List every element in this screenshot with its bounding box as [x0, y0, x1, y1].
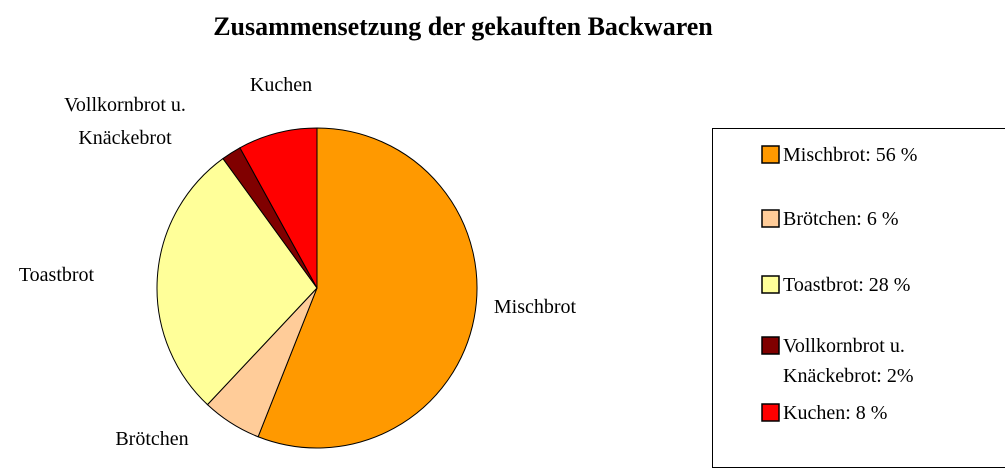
chart-title: Zusammensetzung der gekauften Backwaren	[213, 12, 713, 41]
legend-swatch	[761, 209, 780, 228]
pie-slice	[257, 127, 478, 449]
legend-label: Toastbrot: 28 %	[783, 274, 911, 296]
legend-label: Brötchen: 6 %	[783, 208, 899, 230]
legend-label: Mischbrot: 56 %	[783, 144, 918, 166]
legend-swatch	[761, 145, 780, 164]
legend-label: Kuchen: 8 %	[783, 402, 888, 424]
slice-label: Brötchen	[115, 428, 189, 450]
slice-label: Vollkornbrot u. Knäckebrot	[64, 94, 186, 149]
pie-slice	[156, 157, 318, 406]
legend-swatch	[761, 275, 780, 294]
slice-label: Mischbrot	[493, 296, 577, 318]
pie-slice	[239, 127, 318, 289]
slice-label: Toastbrot	[18, 264, 95, 286]
pie	[156, 127, 780, 449]
slice-label: Kuchen	[249, 74, 313, 96]
legend-label: Vollkornbrot u. Knäckebrot: 2%	[783, 335, 914, 387]
legend-swatch	[761, 336, 780, 355]
legend-swatch	[761, 403, 780, 422]
chart: Zusammensetzung der gekauften Backwaren …	[18, 12, 1005, 468]
